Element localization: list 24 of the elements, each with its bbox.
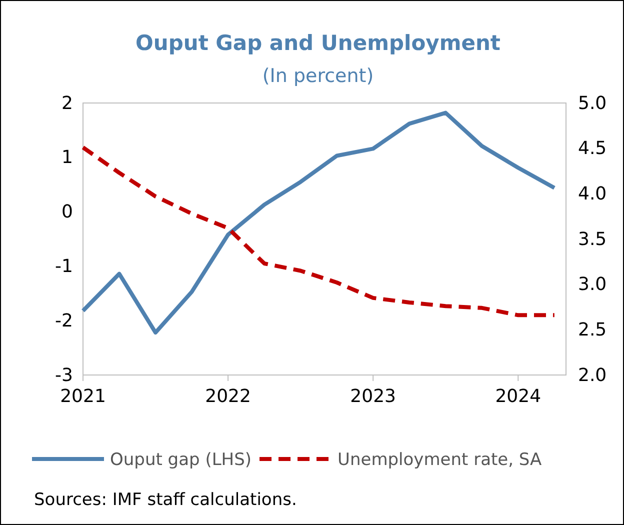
y-tick-label: -3 <box>55 364 73 386</box>
x-tick-label: 2023 <box>350 386 396 407</box>
y2-tick-label: 3.5 <box>578 228 607 250</box>
y2-tick-label: 3.0 <box>578 274 607 296</box>
y2-tick-label: 2.5 <box>578 319 607 340</box>
y2-tick-label: 5.0 <box>578 92 607 114</box>
y2-tick-label: 4.5 <box>578 138 607 160</box>
y2-tick-label: 4.0 <box>578 183 607 204</box>
chart-title: Ouput Gap and Unemployment <box>136 31 500 55</box>
legend-label: Unemployment rate, SA <box>338 450 542 470</box>
x-tick-label: 2021 <box>60 386 106 407</box>
x-tick-label: 2022 <box>205 386 251 407</box>
y-tick-label: -1 <box>55 256 73 277</box>
y-tick-label: 2 <box>62 92 73 114</box>
chart-subtitle: (In percent) <box>262 65 374 87</box>
y2-tick-label: 2.0 <box>578 364 607 386</box>
source-note: Sources: IMF staff calculations. <box>34 490 297 510</box>
line-series <box>81 110 556 335</box>
y-tick-label: 0 <box>62 202 73 223</box>
y-tick-label: 1 <box>62 147 73 168</box>
x-tick-label: 2024 <box>495 386 542 407</box>
line-series <box>81 145 556 318</box>
y-tick-label: -2 <box>55 310 73 332</box>
legend-label: Ouput gap (LHS) <box>110 450 252 470</box>
